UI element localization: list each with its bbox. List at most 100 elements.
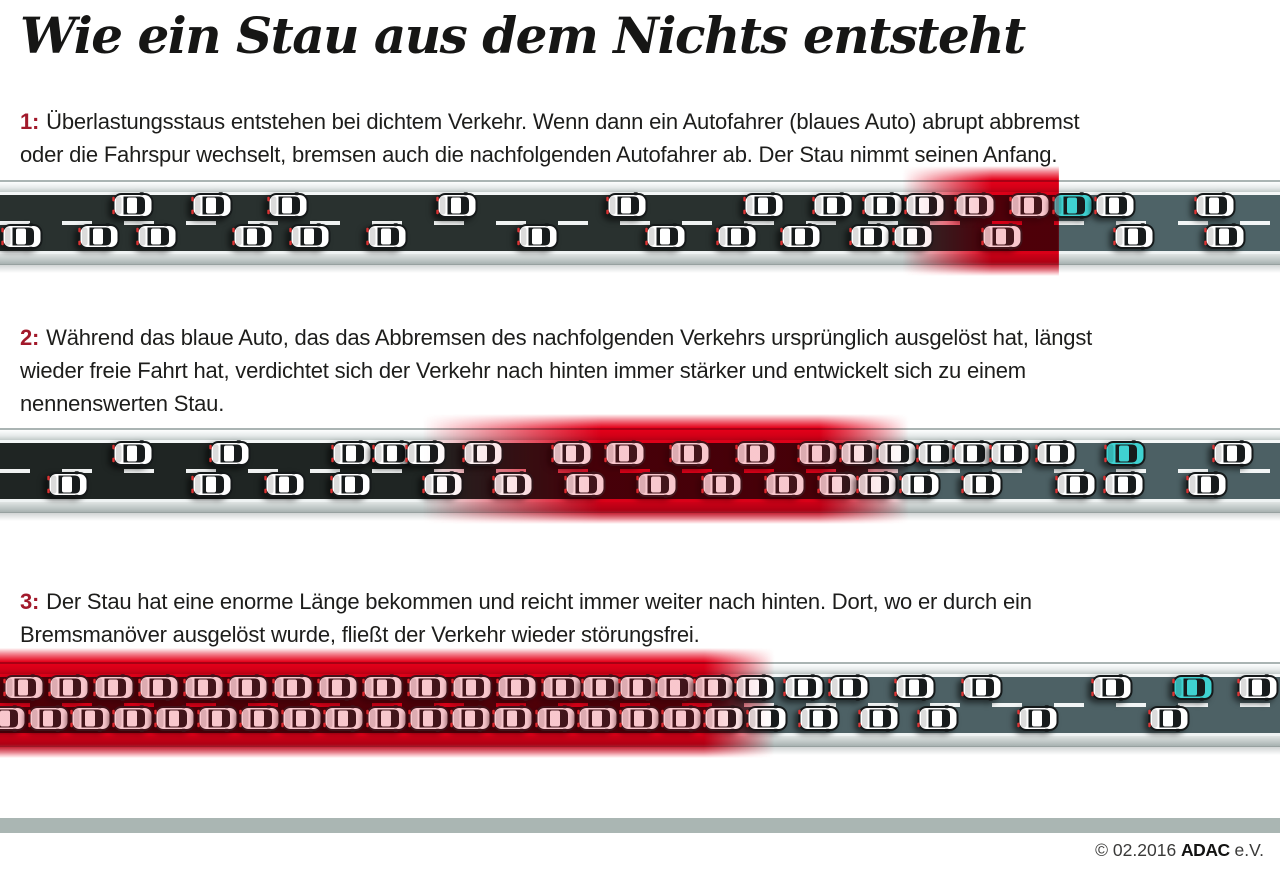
car-icon <box>232 223 274 250</box>
car-icon <box>954 192 996 219</box>
car-icon <box>209 440 251 467</box>
blue-car-icon <box>1104 440 1146 467</box>
car-icon <box>239 705 281 732</box>
car-icon <box>450 705 492 732</box>
car-icon <box>743 192 785 219</box>
car-icon <box>551 440 593 467</box>
car-icon <box>891 223 934 250</box>
section-3-text: 3: Der Stau hat eine enorme Länge bekomme… <box>20 585 1264 651</box>
section-2-body: Während das blaue Auto, das das Abbremse… <box>20 325 1093 416</box>
car-icon <box>461 440 504 467</box>
car-icon <box>564 471 606 498</box>
road-illustration-phase-3 <box>0 648 1280 758</box>
copyright-suffix: e.V. <box>1229 840 1264 860</box>
car-icon <box>405 440 447 467</box>
section-1-number: 1: <box>20 109 40 134</box>
copyright-prefix: © 02.2016 <box>1095 840 1182 860</box>
car-icon <box>894 674 936 701</box>
car-icon <box>289 223 331 250</box>
car-icon <box>904 192 946 219</box>
car-icon <box>989 440 1031 467</box>
car-icon <box>716 223 758 250</box>
car-icon <box>330 471 372 498</box>
car-icon <box>47 471 89 498</box>
car-icon <box>780 223 822 250</box>
car-icon <box>1147 705 1190 732</box>
car-icon <box>917 705 959 732</box>
car-icon <box>981 223 1023 250</box>
car-icon <box>655 674 697 701</box>
car-icon <box>93 674 135 701</box>
car-icon <box>264 471 306 498</box>
road-illustration-phase-1 <box>0 166 1280 276</box>
car-icon <box>77 223 120 250</box>
car-icon <box>606 192 648 219</box>
car-icon <box>516 223 559 250</box>
adac-logo-text: ADAC <box>1181 840 1230 860</box>
car-icon <box>272 674 314 701</box>
car-icon <box>1094 192 1136 219</box>
section-2-text: 2: Während das blaue Auto, das das Abbrem… <box>20 321 1264 420</box>
car-icon <box>1186 471 1228 498</box>
car-icon <box>422 471 464 498</box>
car-icon <box>1204 223 1246 250</box>
blue-car-icon <box>1051 192 1094 219</box>
car-icon <box>492 471 534 498</box>
car-icon <box>746 705 788 732</box>
car-icon <box>365 223 408 250</box>
road-illustration-phase-2 <box>0 414 1280 524</box>
car-icon <box>862 192 904 219</box>
copyright-line: © 02.2016 ADAC e.V. <box>1095 840 1264 861</box>
car-icon <box>112 192 154 219</box>
car-icon <box>876 440 918 467</box>
car-icon <box>0 705 27 732</box>
car-icon <box>451 674 493 701</box>
cars-layer <box>0 428 1280 510</box>
car-icon <box>48 674 90 701</box>
car-icon <box>703 705 745 732</box>
car-icon <box>1055 471 1097 498</box>
blue-car-icon <box>1172 674 1214 701</box>
car-icon <box>534 705 577 732</box>
footer-bar <box>0 818 1280 833</box>
car-icon <box>27 705 70 732</box>
car-icon <box>267 192 309 219</box>
car-icon <box>191 192 233 219</box>
car-icon <box>1237 674 1279 701</box>
car-icon <box>735 440 777 467</box>
car-icon <box>541 674 583 701</box>
car-icon <box>436 192 478 219</box>
car-icon <box>70 705 112 732</box>
car-icon <box>1009 192 1051 219</box>
car-icon <box>669 440 711 467</box>
car-icon <box>281 705 323 732</box>
car-icon <box>227 674 269 701</box>
car-icon <box>1091 674 1133 701</box>
car-icon <box>849 223 891 250</box>
page-title: Wie ein Stau aus dem Nichts entsteht <box>20 6 1026 65</box>
car-icon <box>154 705 196 732</box>
car-icon <box>112 705 154 732</box>
car-icon <box>1017 705 1059 732</box>
section-1-body: Überlastungsstaus entstehen bei dichtem … <box>20 109 1080 167</box>
car-icon <box>812 192 854 219</box>
cars-layer <box>0 662 1280 744</box>
car-icon <box>1211 440 1254 467</box>
car-icon <box>577 705 619 732</box>
cars-layer <box>0 180 1280 262</box>
car-icon <box>827 674 870 701</box>
car-icon <box>182 674 225 701</box>
car-icon <box>635 471 678 498</box>
car-icon <box>136 223 178 250</box>
car-icon <box>1 223 43 250</box>
section-2-number: 2: <box>20 325 40 350</box>
car-icon <box>138 674 180 701</box>
car-icon <box>603 440 646 467</box>
car-icon <box>644 223 687 250</box>
car-icon <box>899 471 941 498</box>
car-icon <box>406 674 449 701</box>
section-1-text: 1: Überlastungsstaus entstehen bei dichte… <box>20 105 1264 171</box>
car-icon <box>191 471 233 498</box>
car-icon <box>408 705 450 732</box>
